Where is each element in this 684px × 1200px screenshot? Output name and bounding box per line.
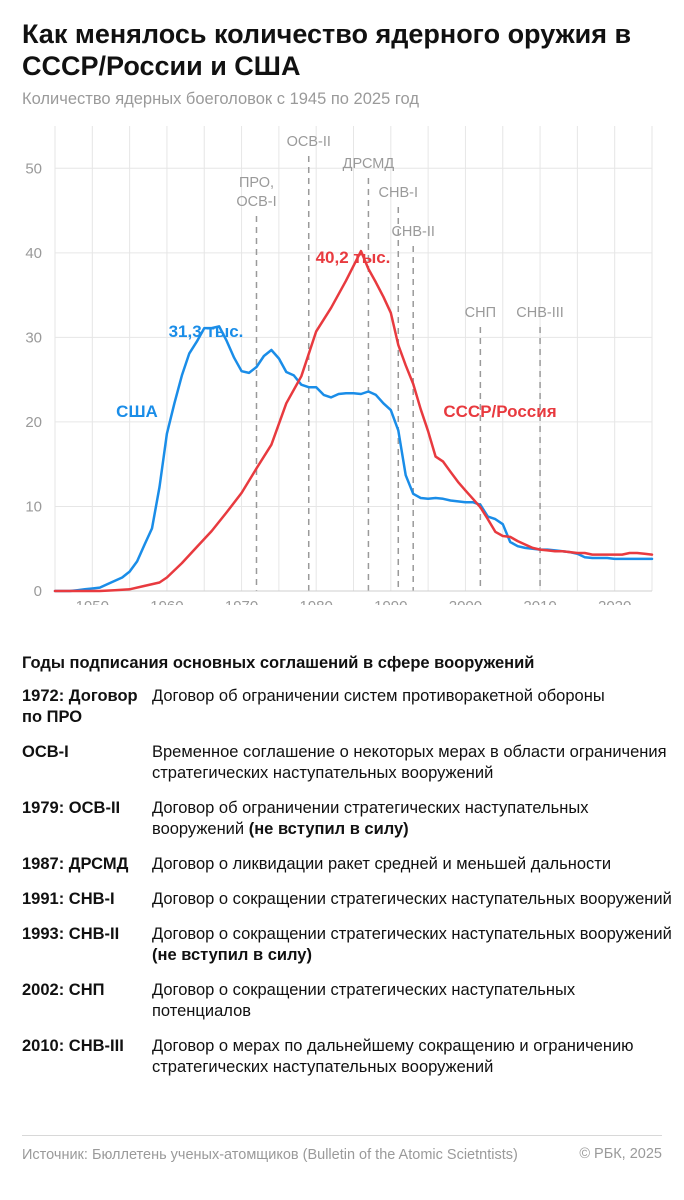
y-tick-label: 30 bbox=[25, 329, 42, 346]
treaty-row: 2010: СНВ-III Договор о мерах по дальнейш… bbox=[22, 1036, 672, 1092]
x-tick-label: 1980 bbox=[300, 598, 333, 605]
treaty-description: Договор об ограничении систем противорак… bbox=[152, 686, 672, 742]
treaty-row: 1972: Договор по ПРО Договор об ограничен… bbox=[22, 686, 672, 742]
x-tick-label: 1990 bbox=[374, 598, 407, 605]
treaty-marker-label: СНВ-II bbox=[391, 224, 435, 240]
treaty-description-text: Временное соглашение о некоторых мерах в… bbox=[152, 743, 667, 782]
y-tick-label: 20 bbox=[25, 414, 42, 431]
treaty-row: 1987: ДРСМД Договор о ликвидации ракет ср… bbox=[22, 854, 672, 889]
treaty-description-text: Договор об ограничении стратегических на… bbox=[152, 799, 589, 838]
peak-label-ussr: 40,2 тыс. bbox=[316, 248, 391, 267]
chart-subtitle: Количество ядерных боеголовок с 1945 по … bbox=[22, 90, 419, 108]
treaty-description-text: Договор о мерах по дальнейшему сокращени… bbox=[152, 1037, 634, 1076]
treaty-description-text: Договор о ликвидации ракет средней и мен… bbox=[152, 855, 612, 873]
x-tick-label: 1960 bbox=[150, 598, 183, 605]
chart-title: Как менялось количество ядерного оружия … bbox=[22, 19, 632, 81]
footer-divider bbox=[22, 1135, 662, 1136]
treaty-description: Договор о мерах по дальнейшему сокращени… bbox=[152, 1036, 672, 1092]
treaty-description-text: Договор о сокращении стратегических наст… bbox=[152, 925, 672, 943]
treaty-marker-label: ОСВ-I bbox=[236, 194, 276, 210]
treaty-description: Договор о сокращении стратегических наст… bbox=[152, 889, 672, 924]
treaty-marker-label: ОСВ-II bbox=[287, 134, 331, 150]
warheads-line-chart: 0 10 20 30 40 50 1950 1960 1970 1980 1990 2000 2010 2… bbox=[25, 126, 654, 605]
treaty-name: 1993: СНВ-II bbox=[22, 925, 120, 943]
peak-label-usa: 31,3 тыс. bbox=[169, 322, 244, 341]
treaty-list: 1972: Договор по ПРО Договор об ограничен… bbox=[22, 686, 672, 1092]
treaty-description-text: Договор о сокращении стратегических наст… bbox=[152, 981, 576, 1020]
treaty-description: Временное соглашение о некоторых мерах в… bbox=[152, 742, 672, 798]
series-label-usa: США bbox=[116, 402, 158, 421]
treaty-status-note: (не вступил в силу) bbox=[248, 820, 409, 838]
treaty-name: 2010: СНВ-III bbox=[22, 1037, 124, 1055]
treaty-name: 1991: СНВ-I bbox=[22, 890, 115, 908]
treaty-description-text: Договор об ограничении систем противорак… bbox=[152, 687, 605, 705]
treaty-name: 2002: СНП bbox=[22, 981, 105, 999]
x-tick-label: 2000 bbox=[449, 598, 482, 605]
treaty-list-heading: Годы подписания основных соглашений в сф… bbox=[22, 654, 535, 672]
y-tick-label: 40 bbox=[25, 245, 42, 262]
treaty-row: ОСВ-I Временное соглашение о некоторых ме… bbox=[22, 742, 672, 798]
y-tick-label: 10 bbox=[25, 498, 42, 515]
treaty-marker-label: ПРО, bbox=[239, 175, 274, 191]
x-tick-label: 2010 bbox=[523, 598, 556, 605]
treaty-name: ОСВ-I bbox=[22, 743, 69, 761]
treaty-description: Договор о сокращении стратегических наст… bbox=[152, 980, 672, 1036]
treaty-name: 1979: ОСВ-II bbox=[22, 799, 121, 817]
treaty-marker-label: СНВ-I bbox=[379, 185, 418, 201]
treaty-description: Договор о ликвидации ракет средней и мен… bbox=[152, 854, 672, 889]
treaty-row: 1993: СНВ-II Договор о сокращении стратег… bbox=[22, 924, 672, 980]
series-line bbox=[53, 249, 654, 593]
treaty-description: Договор о сокращении стратегических наст… bbox=[152, 924, 672, 980]
source-note: Источник: Бюллетень ученых-атомщиков (Bu… bbox=[22, 1147, 518, 1163]
copyright: © РБК, 2025 bbox=[579, 1146, 662, 1162]
treaty-name: 1987: ДРСМД bbox=[22, 855, 129, 873]
treaty-marker-label: СНВ-III bbox=[516, 305, 564, 321]
treaty-marker-label: ДРСМД bbox=[343, 156, 395, 172]
treaty-description: Договор об ограничении стратегических на… bbox=[152, 798, 672, 854]
y-tick-label: 0 bbox=[34, 583, 42, 600]
treaty-row: 2002: СНП Договор о сокращении стратегиче… bbox=[22, 980, 672, 1036]
x-tick-label: 1970 bbox=[225, 598, 258, 605]
treaty-row: 1991: СНВ-I Договор о сокращении стратеги… bbox=[22, 889, 672, 924]
x-tick-label: 1950 bbox=[76, 598, 109, 605]
series-label-ussr: СССР/Россия bbox=[443, 402, 556, 421]
treaty-row: 1979: ОСВ-II Договор об ограничении страт… bbox=[22, 798, 672, 854]
treaty-marker-label: СНП bbox=[465, 305, 496, 321]
treaty-status-note: (не вступил в силу) bbox=[152, 946, 312, 964]
y-tick-label: 50 bbox=[25, 160, 42, 177]
treaty-description-text: Договор о сокращении стратегических наст… bbox=[152, 890, 672, 908]
x-tick-label: 2020 bbox=[598, 598, 631, 605]
treaty-name: 1972: Договор по ПРО bbox=[22, 687, 138, 726]
